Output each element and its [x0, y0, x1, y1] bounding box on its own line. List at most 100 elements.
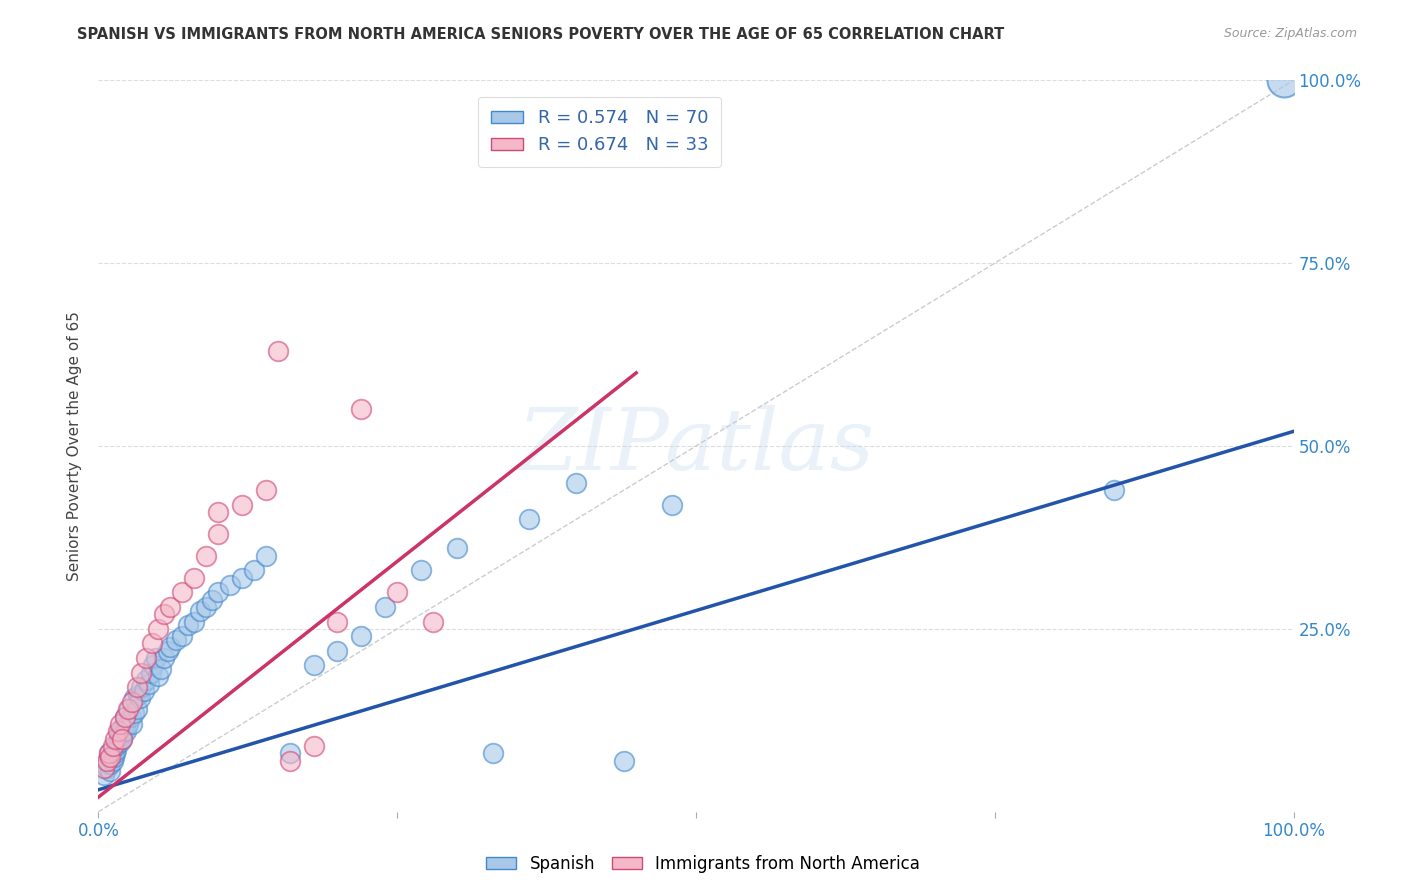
- Point: [121, 695, 143, 709]
- Point: [135, 651, 157, 665]
- Point: [120, 709, 142, 723]
- Point: [183, 615, 205, 629]
- Point: [159, 599, 181, 614]
- Point: [124, 706, 146, 720]
- Point: [107, 724, 129, 739]
- Point: [111, 731, 134, 746]
- Point: [101, 739, 124, 753]
- Point: [177, 618, 200, 632]
- Point: [254, 549, 277, 563]
- Point: [138, 676, 160, 690]
- Point: [183, 571, 205, 585]
- Point: [98, 764, 122, 779]
- Point: [172, 585, 194, 599]
- Point: [108, 724, 131, 739]
- Point: [125, 702, 148, 716]
- Text: SPANISH VS IMMIGRANTS FROM NORTH AMERICA SENIORS POVERTY OVER THE AGE OF 65 CORR: SPANISH VS IMMIGRANTS FROM NORTH AMERICA…: [77, 27, 1004, 42]
- Point: [132, 684, 155, 698]
- Point: [422, 615, 444, 629]
- Point: [159, 640, 181, 655]
- Point: [231, 498, 253, 512]
- Text: Source: ZipAtlas.com: Source: ZipAtlas.com: [1223, 27, 1357, 40]
- Point: [188, 603, 211, 617]
- Point: [111, 731, 134, 746]
- Legend: R = 0.574   N = 70, R = 0.674   N = 33: R = 0.574 N = 70, R = 0.674 N = 33: [478, 96, 721, 167]
- Point: [326, 644, 349, 658]
- Point: [148, 669, 170, 683]
- Point: [1272, 73, 1295, 87]
- Point: [114, 709, 136, 723]
- Point: [1104, 483, 1126, 497]
- Point: [117, 717, 139, 731]
- Point: [112, 724, 135, 739]
- Point: [131, 681, 153, 695]
- Point: [165, 632, 187, 647]
- Point: [115, 724, 138, 739]
- Point: [98, 757, 122, 772]
- Point: [98, 749, 122, 764]
- Point: [481, 746, 505, 760]
- Point: [385, 585, 409, 599]
- Point: [565, 475, 588, 490]
- Point: [145, 651, 167, 665]
- Point: [153, 607, 176, 622]
- Point: [125, 681, 148, 695]
- Point: [118, 702, 141, 716]
- Point: [114, 709, 136, 723]
- Point: [98, 746, 121, 760]
- Point: [97, 754, 120, 768]
- Point: [172, 629, 194, 643]
- Point: [350, 402, 373, 417]
- Point: [302, 739, 325, 753]
- Point: [121, 717, 143, 731]
- Point: [114, 717, 136, 731]
- Text: ZIPatlas: ZIPatlas: [517, 405, 875, 487]
- Point: [124, 691, 146, 706]
- Point: [517, 512, 540, 526]
- Point: [350, 629, 373, 643]
- Point: [411, 563, 433, 577]
- Point: [231, 571, 253, 585]
- Point: [661, 498, 683, 512]
- Point: [195, 599, 218, 614]
- Point: [153, 651, 176, 665]
- Point: [207, 505, 229, 519]
- Point: [278, 754, 301, 768]
- Point: [207, 585, 229, 599]
- Point: [254, 483, 277, 497]
- Point: [207, 526, 229, 541]
- Point: [219, 578, 242, 592]
- Point: [135, 673, 157, 687]
- Point: [105, 742, 128, 756]
- Point: [93, 768, 115, 782]
- Point: [195, 549, 218, 563]
- Point: [326, 615, 349, 629]
- Point: [103, 749, 125, 764]
- Point: [111, 721, 134, 735]
- Legend: Spanish, Immigrants from North America: Spanish, Immigrants from North America: [479, 848, 927, 880]
- Point: [131, 665, 153, 680]
- Point: [139, 665, 162, 680]
- Point: [108, 717, 131, 731]
- Point: [98, 746, 121, 760]
- Point: [156, 644, 179, 658]
- Point: [105, 739, 128, 753]
- Point: [149, 662, 172, 676]
- Point: [141, 636, 163, 650]
- Point: [117, 702, 139, 716]
- Point: [142, 658, 165, 673]
- Y-axis label: Seniors Poverty Over the Age of 65: Seniors Poverty Over the Age of 65: [67, 311, 83, 581]
- Point: [110, 728, 132, 742]
- Point: [201, 592, 224, 607]
- Point: [148, 622, 170, 636]
- Point: [104, 731, 127, 746]
- Point: [127, 688, 149, 702]
- Point: [93, 761, 115, 775]
- Point: [104, 746, 127, 760]
- Point: [267, 343, 290, 358]
- Point: [374, 599, 396, 614]
- Point: [108, 735, 131, 749]
- Point: [129, 691, 152, 706]
- Point: [613, 754, 636, 768]
- Point: [96, 761, 118, 775]
